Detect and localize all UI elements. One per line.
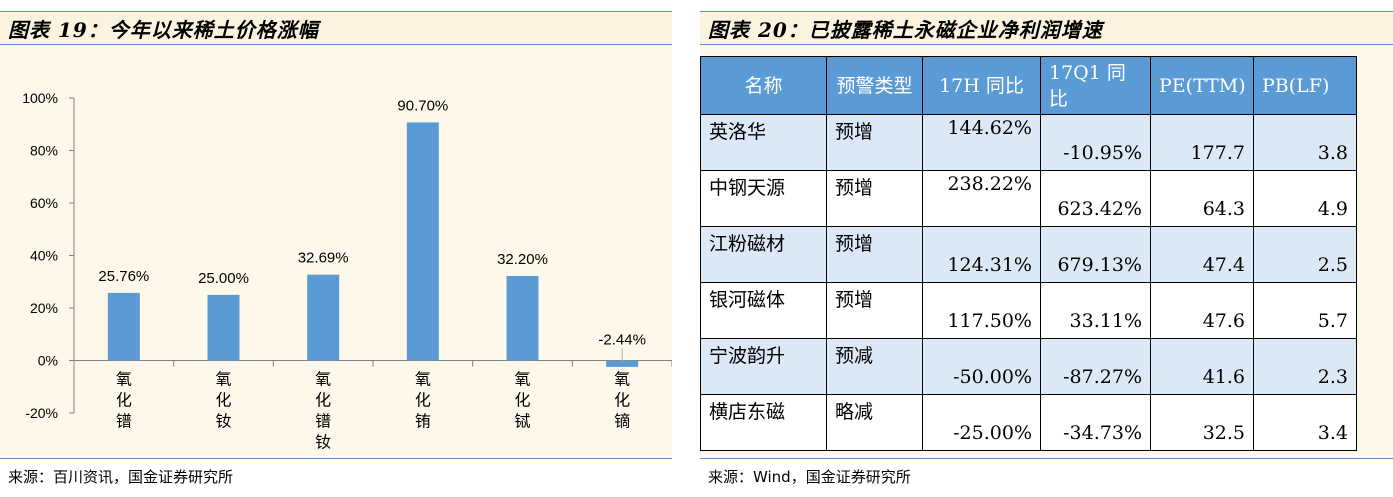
- data-label: 32.69%: [298, 250, 349, 267]
- category-label: 氧化镨钕: [315, 370, 331, 452]
- data-label: 25.00%: [198, 270, 249, 287]
- y-tick-label: 20%: [30, 300, 58, 316]
- cell-pb: 2.5: [1253, 226, 1357, 283]
- cell-type: 预增: [826, 114, 923, 171]
- table-row: 中钢天源 预增 238.22% 623.42% 64.3 4.9: [700, 170, 1357, 227]
- bar: [506, 275, 539, 361]
- y-tick-label: -20%: [25, 405, 58, 421]
- table-row: 宁波韵升 预减 -50.00% -87.27% 41.6 2.3: [700, 338, 1357, 395]
- table-source: 来源：Wind，国金证券研究所: [708, 468, 911, 486]
- cell-17q1: 679.13%: [1040, 226, 1151, 283]
- cell-17q1: 623.42%: [1040, 170, 1151, 227]
- header-warning-type: 预警类型: [826, 56, 923, 115]
- bar: [606, 360, 639, 367]
- category-label: 氧化镨: [116, 370, 132, 431]
- right-panel: 图表 20：已披露稀土永磁企业净利润增速 名称 预警类型 17H 同比 17Q1…: [700, 0, 1393, 497]
- cell-pb: 3.4: [1253, 394, 1357, 451]
- cell-name: 银河磁体: [700, 282, 827, 339]
- cell-type: 略减: [826, 394, 923, 451]
- cell-17h: -50.00%: [922, 338, 1041, 395]
- y-tick-label: 100%: [22, 90, 58, 106]
- chart-frame: [0, 45, 672, 459]
- cell-pe: 177.7: [1150, 114, 1254, 171]
- header-17q1-yoy: 17Q1 同比: [1040, 56, 1151, 115]
- cell-type: 预增: [826, 226, 923, 283]
- header-17h-yoy: 17H 同比: [922, 56, 1041, 115]
- y-tick-label: 0%: [38, 353, 58, 369]
- bar: [406, 122, 439, 361]
- cell-pb: 5.7: [1253, 282, 1357, 339]
- y-tick-label: 40%: [30, 248, 58, 264]
- price-change-chart: 100% 80% 60% 40% 20% 0% -20% 25.76% 氧化镨 25.00% 氧化钕…: [22, 90, 672, 452]
- cell-17q1: 33.11%: [1040, 282, 1151, 339]
- cell-name: 英洛华: [700, 114, 827, 171]
- cell-17h: 144.62%: [922, 114, 1041, 171]
- category-label: 氧化镝: [614, 370, 630, 431]
- cell-pe: 32.5: [1150, 394, 1254, 451]
- cell-pe: 47.4: [1150, 226, 1254, 283]
- y-tick-label: 80%: [30, 143, 58, 159]
- cell-name: 宁波韵升: [700, 338, 827, 395]
- header-name: 名称: [700, 56, 827, 115]
- cell-17h: 124.31%: [922, 226, 1041, 283]
- data-label: 32.20%: [497, 251, 548, 268]
- data-label: 90.70%: [397, 97, 448, 114]
- chart-title: 图表 19：今年以来稀土价格涨幅: [8, 17, 319, 42]
- profit-growth-table: 名称 预警类型 17H 同比 17Q1 同比 PE(TTM) PB(LF) 英洛…: [700, 56, 1357, 451]
- cell-17q1: -87.27%: [1040, 338, 1151, 395]
- bar: [207, 294, 240, 361]
- table-row: 江粉磁材 预增 124.31% 679.13% 47.4 2.5: [700, 226, 1357, 283]
- cell-pb: 3.8: [1253, 114, 1357, 171]
- data-label: 25.76%: [98, 268, 149, 285]
- chart-source: 来源：百川资讯，国金证券研究所: [8, 468, 234, 486]
- cell-type: 预增: [826, 282, 923, 339]
- category-label: 氧化铕: [415, 370, 431, 431]
- cell-pe: 47.6: [1150, 282, 1254, 339]
- bar: [107, 292, 140, 361]
- cell-17h: 238.22%: [922, 170, 1041, 227]
- table-row: 英洛华 预增 144.62% -10.95% 177.7 3.8: [700, 114, 1357, 171]
- data-label: -2.44%: [598, 332, 646, 349]
- chart-title-bar: 图表 19：今年以来稀土价格涨幅: [0, 11, 672, 45]
- cell-17h: 117.50%: [922, 282, 1041, 339]
- category-label: 氧化钕: [215, 370, 231, 431]
- cell-pb: 2.3: [1253, 338, 1357, 395]
- header-pb-lf: PB(LF): [1253, 56, 1357, 115]
- category-label: 氧化铽: [514, 370, 530, 431]
- table-row: 横店东磁 略减 -25.00% -34.73% 32.5 3.4: [700, 394, 1357, 451]
- cell-name: 横店东磁: [700, 394, 827, 451]
- cell-pb: 4.9: [1253, 170, 1357, 227]
- cell-name: 江粉磁材: [700, 226, 827, 283]
- header-pe-ttm: PE(TTM): [1150, 56, 1254, 115]
- cell-pe: 64.3: [1150, 170, 1254, 227]
- bar: [307, 274, 340, 361]
- cell-17q1: -10.95%: [1040, 114, 1151, 171]
- left-panel: 图表 19：今年以来稀土价格涨幅 100% 80% 60% 40% 20% 0% -20% 2…: [0, 0, 672, 497]
- cell-pe: 41.6: [1150, 338, 1254, 395]
- cell-type: 预增: [826, 170, 923, 227]
- table-row: 银河磁体 预增 117.50% 33.11% 47.6 5.7: [700, 282, 1357, 339]
- table-header-row: 名称 预警类型 17H 同比 17Q1 同比 PE(TTM) PB(LF): [700, 56, 1357, 115]
- cell-17h: -25.00%: [922, 394, 1041, 451]
- table-title: 图表 20：已披露稀土永磁企业净利润增速: [708, 17, 1103, 42]
- table-title-bar: 图表 20：已披露稀土永磁企业净利润增速: [700, 11, 1393, 45]
- cell-name: 中钢天源: [700, 170, 827, 227]
- cell-17q1: -34.73%: [1040, 394, 1151, 451]
- cell-type: 预减: [826, 338, 923, 395]
- y-tick-label: 60%: [30, 195, 58, 211]
